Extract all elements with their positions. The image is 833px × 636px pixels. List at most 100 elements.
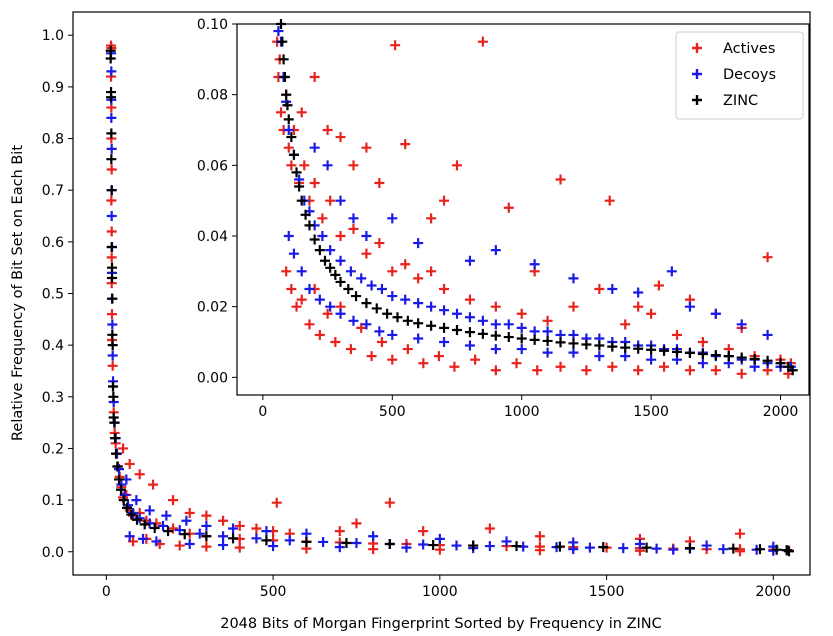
inset-x-tick-label: 500 bbox=[379, 404, 406, 420]
inset-actives-point-25 bbox=[464, 294, 475, 305]
inset-decoys-point-26 bbox=[503, 319, 514, 330]
main-decoys-point-52 bbox=[261, 526, 272, 537]
main-y-tick-label: 0.4 bbox=[42, 338, 64, 354]
inset-decoys-point-25 bbox=[490, 319, 501, 330]
inset-actives-point-58 bbox=[322, 308, 333, 319]
main-zinc-point-33 bbox=[301, 536, 312, 547]
inset-decoys-point-65 bbox=[542, 347, 553, 358]
inset-actives-point-19 bbox=[387, 266, 398, 277]
inset-decoys-point-59 bbox=[387, 329, 398, 340]
inset-actives-point-67 bbox=[418, 358, 429, 369]
main-zinc-point-40 bbox=[598, 542, 609, 553]
inset-decoys-point-22 bbox=[452, 308, 462, 319]
main-decoys-point-48 bbox=[161, 510, 172, 521]
main-decoys-point-25 bbox=[174, 525, 185, 536]
inset-zinc-point-41 bbox=[594, 340, 605, 351]
main-zinc-point-30 bbox=[201, 531, 212, 542]
main-actives-point-49 bbox=[118, 443, 129, 454]
main-zinc-point-7 bbox=[106, 242, 117, 253]
inset-decoys-point-56 bbox=[348, 315, 359, 326]
inset-decoys-point-52 bbox=[304, 284, 315, 294]
inset-actives-point-63 bbox=[366, 351, 377, 362]
main-zinc-point-38 bbox=[511, 541, 522, 552]
inset-actives-point-77 bbox=[633, 365, 644, 376]
main-actives-point-61 bbox=[384, 497, 395, 508]
main-actives-point-67 bbox=[534, 531, 545, 542]
inset-actives-point-36 bbox=[604, 195, 615, 206]
inset-zinc-point-9 bbox=[291, 167, 302, 178]
main-decoys-point-33 bbox=[418, 539, 429, 550]
main-y-tick-label: 0.9 bbox=[42, 80, 64, 96]
inset-actives-point-35 bbox=[594, 284, 605, 294]
inset-decoys-point-90 bbox=[348, 213, 359, 224]
inset-actives-point-64 bbox=[376, 337, 387, 347]
main-zinc-series bbox=[105, 45, 794, 557]
inset-actives-point-57 bbox=[314, 329, 325, 340]
main-y-tick-label: 0.1 bbox=[42, 493, 64, 509]
main-zinc-point-44 bbox=[754, 544, 765, 555]
inset-zinc-point-44 bbox=[633, 343, 644, 354]
main-y-tick-label: 0.5 bbox=[42, 287, 64, 303]
main-zinc-point-41 bbox=[641, 542, 652, 553]
inset-y-tick-label: 0.04 bbox=[197, 229, 228, 245]
legend-entry-actives: Actives bbox=[692, 41, 775, 57]
main-decoys-point-50 bbox=[201, 520, 212, 531]
inset-decoys-point-49 bbox=[283, 231, 294, 241]
main-decoys-point-51 bbox=[228, 523, 239, 534]
legend: Actives Decoys ZINC bbox=[675, 31, 804, 120]
main-zinc-point-36 bbox=[428, 540, 439, 551]
main-actives-point-64 bbox=[351, 518, 362, 529]
main-decoys-point-47 bbox=[144, 505, 155, 516]
inset-zinc-point-13 bbox=[304, 220, 315, 231]
main-zinc-point-12 bbox=[107, 340, 118, 351]
main-zinc-point-43 bbox=[728, 543, 739, 554]
main-actives-point-68 bbox=[734, 528, 745, 539]
inset-decoys-point-17 bbox=[387, 291, 398, 302]
inset-zinc-point-18 bbox=[330, 269, 341, 280]
main-zinc-point-37 bbox=[468, 540, 479, 551]
main-zinc-point-1 bbox=[105, 53, 116, 64]
main-actives-point-12 bbox=[107, 360, 118, 371]
inset-y-tick-label: 0.00 bbox=[197, 370, 228, 386]
inset-zinc-series bbox=[276, 19, 798, 376]
inset-zinc-point-46 bbox=[659, 345, 670, 356]
inset-zinc-point-22 bbox=[361, 298, 372, 309]
main-x-tick-label: 0 bbox=[102, 584, 111, 600]
main-actives-point-76 bbox=[234, 542, 245, 553]
inset-actives-point-71 bbox=[490, 365, 501, 376]
inset-actives-point-7 bbox=[286, 160, 297, 171]
main-y-ticks: 0.0 0.1 0.2 0.3 0.4 0.5 0.6 0.7 0.8 0.9 1.0 bbox=[42, 28, 73, 561]
inset-decoys-point-16 bbox=[376, 284, 387, 294]
inset-actives-point-23 bbox=[439, 284, 450, 294]
main-zinc-point-31 bbox=[228, 533, 239, 544]
main-x-tick-label: 1500 bbox=[589, 584, 625, 600]
inset-actives-point-87 bbox=[374, 178, 385, 188]
main-zinc-point-29 bbox=[179, 529, 190, 540]
inset-zinc-point-45 bbox=[646, 344, 657, 355]
inset-x-tick-label: 1000 bbox=[504, 404, 540, 420]
inset-zinc-point-26 bbox=[402, 315, 413, 326]
inset-decoys-point-81 bbox=[568, 273, 579, 284]
main-decoys-point-10 bbox=[107, 319, 118, 330]
inset-actives-point-37 bbox=[620, 319, 631, 330]
main-actives-point-6 bbox=[106, 195, 117, 206]
inset-actives-point-29 bbox=[503, 202, 514, 213]
inset-zinc-point-8 bbox=[288, 149, 299, 160]
inset-actives-point-13 bbox=[317, 213, 328, 224]
inset-zinc-point-51 bbox=[723, 351, 734, 362]
main-zinc-point-45 bbox=[771, 544, 782, 555]
inset-zinc-point-14 bbox=[309, 234, 320, 245]
inset-decoys-point-76 bbox=[387, 213, 398, 224]
inset-actives-point-16 bbox=[348, 223, 359, 234]
inset-actives-point-17 bbox=[361, 248, 372, 259]
inset-actives-point-88 bbox=[400, 139, 411, 150]
inset-zinc-point-5 bbox=[282, 100, 293, 111]
inset-zinc-point-25 bbox=[392, 312, 403, 323]
inset-actives-point-27 bbox=[390, 40, 401, 51]
inset-decoys-point-21 bbox=[439, 305, 450, 316]
main-decoys-point-64 bbox=[184, 539, 195, 550]
main-zinc-point-32 bbox=[261, 535, 272, 546]
inset-actives-point-91 bbox=[296, 107, 307, 118]
inset-zinc-point-30 bbox=[452, 324, 462, 335]
main-actives-point-78 bbox=[368, 544, 379, 555]
